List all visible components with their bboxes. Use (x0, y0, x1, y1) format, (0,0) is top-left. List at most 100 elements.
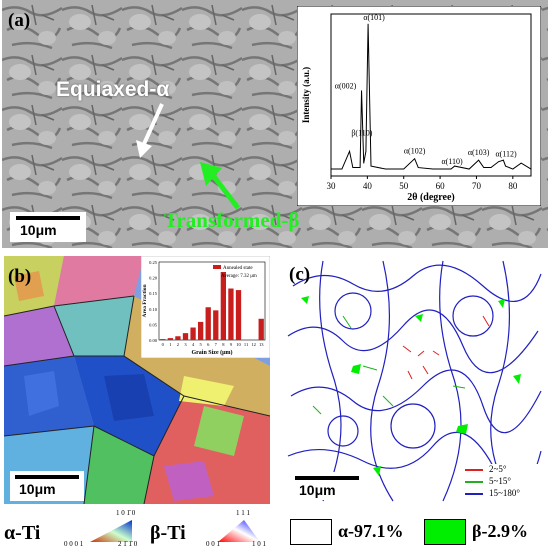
scale-bar-c: 10μm (289, 472, 365, 500)
xrd-x-tick-label: 40 (363, 181, 373, 191)
hist-x-tick-label: 1 (169, 342, 171, 347)
hist-x-tick-label: 13 (259, 342, 264, 347)
hist-x-axis-label: Grain Size (μm) (191, 349, 232, 356)
xrd-x-axis-label: 2θ (degree) (407, 192, 455, 203)
xrd-data-point (478, 159, 480, 161)
hist-bar (228, 288, 234, 340)
legend-swatch-red (465, 469, 483, 471)
xrd-data-point (349, 150, 350, 152)
xrd-chart: 30 40 50 60 70 80 2θ (degree) Intensity (a.u.) α… (297, 6, 541, 206)
panel-c: (c) 10μm 2~5° 5~15° 15~180° (283, 256, 543, 504)
hist-x-tick-label: 12 (251, 342, 256, 347)
xrd-data-point (370, 165, 372, 167)
xrd-data-point (352, 167, 354, 168)
panel-letter-b: (b) (8, 266, 32, 287)
xrd-y-axis-label: Intensity (a.u.) (301, 67, 311, 123)
legend-label-5-15: 5~15° (489, 476, 511, 486)
hist-x-tick-label: 6 (207, 342, 210, 347)
scale-bar-c-label: 10μm (299, 482, 336, 498)
xrd-data-point (361, 90, 362, 91)
xrd-data-point (520, 162, 522, 164)
hist-y-tick-label: 0.20 (149, 276, 158, 281)
hist-y-tick-label: 0.00 (149, 338, 158, 343)
xrd-data-point (385, 168, 386, 170)
hist-bar (197, 321, 204, 340)
legend-swatch-green (465, 481, 483, 483)
hist-y-axis-label: Area Fraction (142, 284, 148, 317)
legend-row-2-5: 2~5° (461, 464, 543, 476)
alpha-ti-label: α-Ti (4, 522, 41, 544)
xrd-peak-label: α(101) (363, 13, 385, 22)
xrd-data-point (341, 168, 343, 170)
xrd-data-point (530, 168, 532, 170)
xrd-x-tick-label: 50 (399, 181, 409, 191)
hist-y-tick-label: 0.05 (149, 322, 158, 327)
hist-x-tick-label: 5 (200, 342, 203, 347)
legend-swatch-blue (465, 493, 483, 495)
xrd-data-point (417, 167, 419, 168)
xrd-data-point (365, 150, 367, 152)
xrd-data-point (498, 161, 500, 163)
xrd-peak-label: α(103) (468, 148, 490, 157)
hist-bar (190, 327, 196, 340)
xrd-x-tick-label: 60 (436, 181, 446, 191)
xrd-data-point (403, 168, 405, 170)
hist-x-tick-label: 10 (236, 342, 241, 347)
xrd-plot-frame (330, 13, 532, 177)
xrd-data-point (483, 167, 485, 168)
legend-row-5-15: 5~15° (461, 476, 543, 488)
xrd-x-tick-label: 70 (472, 181, 482, 191)
legend-label-2-5: 2~5° (489, 464, 507, 474)
panel-a: (a) Equiaxed-α Transformed-β 10μm 30 40 50… (2, 0, 548, 248)
xrd-peak-label: α(002) (335, 82, 357, 91)
panel-letter-c: (c) (289, 264, 311, 285)
hist-y-tick-label: 0.10 (149, 307, 158, 312)
hist-bar (258, 318, 264, 340)
beta-corner-top: 1 1 1 (236, 509, 250, 517)
xrd-data-point (359, 167, 361, 168)
hist-bar (182, 333, 189, 340)
hist-background (141, 256, 270, 358)
scale-bar-a-label: 10μm (20, 222, 57, 238)
hist-bar (235, 290, 242, 340)
scale-bar-b-label: 10μm (19, 481, 56, 497)
grain-boundary-map (283, 256, 543, 504)
hist-y-tick-label: 0.15 (149, 291, 158, 296)
alpha-corner-left: 0 0 0 1 (64, 540, 84, 548)
equiaxed-alpha-label: Equiaxed-α (56, 78, 170, 101)
equiaxed-arrow (136, 103, 164, 158)
hist-legend-label: Annealed state (223, 266, 253, 271)
alpha-corner-top: 1 0 1̄ 0 (116, 509, 136, 517)
xrd-data-point (414, 158, 416, 160)
xrd-data-point (330, 168, 332, 170)
hist-x-tick-label: 0 (162, 342, 165, 347)
xrd-peak-label: α(102) (404, 147, 426, 156)
beta-ipf-triangle (218, 520, 260, 542)
beta-ti-label: β-Ti (150, 522, 186, 544)
xrd-x-tick-label: 30 (327, 181, 337, 191)
hist-bar (175, 336, 181, 340)
misorientation-legend: 2~5° 5~15° 15~180° (461, 464, 543, 502)
hist-annotation: Average: 7.32 μm (221, 274, 257, 279)
xrd-data-point (432, 168, 434, 170)
xrd-data-point (367, 23, 369, 25)
alpha-corner-right: 2 1̄ 1̄ 0 (118, 540, 138, 548)
xrd-background (297, 6, 541, 206)
hist-x-tick-label: 11 (244, 342, 248, 347)
phase-swatch-beta (424, 519, 466, 545)
hist-bar (213, 310, 219, 340)
hist-bar (220, 271, 227, 340)
phase-legend: α-97.1% β-2.9% (290, 515, 548, 549)
hist-x-tick-label: 3 (184, 342, 187, 347)
xrd-data-point (363, 162, 365, 164)
alpha-ipf-triangle (90, 520, 132, 542)
hist-x-tick-label: 2 (177, 342, 179, 347)
legend-label-15-180: 15~180° (489, 488, 520, 498)
beta-corner-left: 0 0 1 (206, 540, 220, 548)
transformed-arrow (200, 162, 240, 210)
xrd-peak-label: α(112) (495, 150, 517, 159)
xrd-peak-label: α(110) (441, 157, 463, 166)
phase-label-alpha: α-97.1% (338, 521, 404, 541)
panel-letter-a: (a) (8, 10, 31, 31)
xrd-data-point (468, 168, 470, 170)
